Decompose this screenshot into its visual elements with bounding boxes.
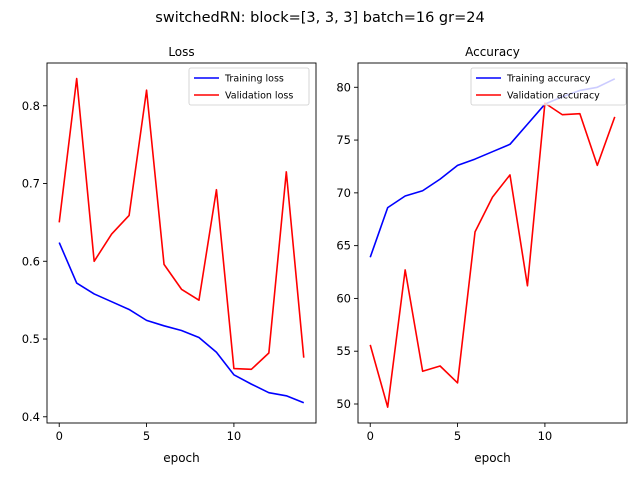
y-tick-label: 0.8 (22, 99, 40, 113)
y-tick-label: 75 (336, 133, 351, 147)
legend-box (470, 67, 627, 106)
legend-label: Validation loss (225, 91, 293, 102)
y-tick-label: 60 (336, 291, 351, 305)
series-line-training (369, 78, 616, 258)
x-tick-label: 5 (454, 429, 461, 443)
y-tick-label: 65 (336, 239, 351, 253)
panel-accuracy: Accuracy 0 5 10 50 55 60 65 70 75 80 epoch Training … (336, 45, 628, 465)
legend-label: Validation accuracy (507, 91, 600, 102)
series-line-validation (369, 102, 616, 408)
panel-title: Loss (168, 45, 194, 59)
y-tick-label: 80 (336, 80, 351, 94)
x-tick-label: 10 (538, 429, 553, 443)
legend-label: Training loss (224, 74, 284, 85)
series-line-training (58, 242, 305, 404)
plot-frame (357, 62, 628, 424)
x-tick-label: 0 (56, 429, 63, 443)
y-tick-label: 55 (336, 344, 351, 358)
series-line-validation (58, 77, 305, 371)
x-tick-label: 0 (367, 429, 374, 443)
y-tick-label: 0.4 (22, 410, 40, 424)
panel-loss: Loss 0 5 10 0.4 0.5 0.6 0.7 0.8 epoch Training los… (22, 45, 317, 465)
y-tick-label: 0.6 (22, 254, 40, 268)
legend-label: Training accuracy (506, 74, 591, 85)
x-tick-label: 5 (143, 429, 150, 443)
x-axis-label: epoch (474, 451, 511, 465)
panel-title: Accuracy (465, 45, 520, 59)
y-tick-label: 0.7 (22, 177, 40, 191)
y-tick-label: 70 (336, 186, 351, 200)
plot-frame (46, 62, 317, 424)
y-tick-label: 0.5 (22, 332, 40, 346)
x-axis-label: epoch (163, 451, 200, 465)
figure-title: switchedRN: block=[3, 3, 3] batch=16 gr=… (155, 10, 484, 26)
x-tick-label: 10 (227, 429, 242, 443)
y-tick-label: 50 (336, 397, 351, 411)
